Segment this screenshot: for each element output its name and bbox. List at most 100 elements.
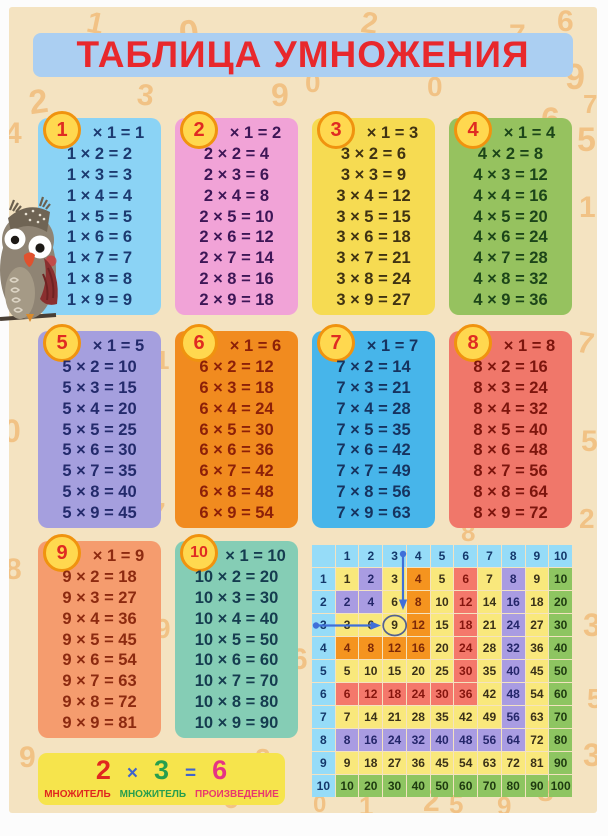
equation-line: 3 × 5 = 15 xyxy=(336,207,411,226)
equation-line: 6 × 5 = 30 xyxy=(199,420,274,439)
equation-line: 8 × 7 = 56 xyxy=(473,462,548,481)
grid-cell: 40 xyxy=(549,637,572,659)
times-table-card-1: 1 × 1 = 1 1 × 2 = 2 1 × 3 = 3 1 × 4 = 4 1 × 5… xyxy=(38,111,161,315)
equation-line: 3 × 4 = 12 xyxy=(336,186,411,205)
equation-line: × 1 = 10 xyxy=(225,547,286,565)
equation-line: 5 × 4 = 20 xyxy=(62,399,137,418)
grid-cell: 15 xyxy=(430,614,454,636)
grid-cell: 21 xyxy=(478,614,501,636)
grid-header-cell: 8 xyxy=(501,545,525,567)
grid-cell: 18 xyxy=(359,752,383,774)
grid-row-label: 2 xyxy=(312,591,335,613)
poster-title: ТАБЛИЦА УМНОЖЕНИЯ xyxy=(76,34,530,75)
equation-line: 7 × 5 = 35 xyxy=(336,420,411,439)
grid-cell: 5 xyxy=(430,568,454,590)
grid-header-cell: 10 xyxy=(549,545,572,567)
equation-lines: × 1 = 5 5 × 2 = 10 5 × 3 = 15 5 × 4 = 20 5 ×… xyxy=(38,336,161,524)
grid-cell: 20 xyxy=(549,591,572,613)
grid-cell: 42 xyxy=(454,706,478,728)
equation-line: 7 × 9 = 63 xyxy=(336,504,411,523)
grid-cell: 4 xyxy=(335,637,359,659)
equation-line: × 1 = 1 xyxy=(92,124,145,142)
grid-cell: 50 xyxy=(549,660,572,682)
legend-banner: 2 × 3 = 6 МНОЖИТЕЛЬ МНОЖИТЕЛЬ ПРОИЗВЕДЕН… xyxy=(38,753,285,805)
grid-corner-cell xyxy=(312,545,335,567)
grid-cell: 70 xyxy=(478,775,501,797)
equation-line: 5 × 2 = 10 xyxy=(62,357,137,376)
grid-header-cell: 9 xyxy=(525,545,549,567)
equation-line: 10 × 6 = 60 xyxy=(194,651,279,670)
owl-body xyxy=(0,196,58,322)
pythagoras-table-wrap: 1 2 3 4 5 6 7 8 9 10 1 1 2 3 4 5 6 7 8 9 10 2 2 4 6 8 10 12 14 16 18 20… xyxy=(312,545,572,797)
grid-cell: 1 xyxy=(335,568,359,590)
grid-header-cell: 4 xyxy=(406,545,430,567)
grid-cell: 6 xyxy=(359,614,383,636)
grid-cell: 72 xyxy=(501,752,525,774)
card-number-badge: 5 xyxy=(43,324,81,362)
grid-cell: 70 xyxy=(549,706,572,728)
background-digit: 9 xyxy=(271,77,289,113)
equation-line: 10 × 4 = 40 xyxy=(194,609,279,628)
grid-cell: 63 xyxy=(525,706,549,728)
grid-row-label: 7 xyxy=(312,706,335,728)
grid-row-label: 4 xyxy=(312,637,335,659)
grid-cell: 28 xyxy=(406,706,430,728)
grid-cell: 27 xyxy=(525,614,549,636)
grid-cell: 14 xyxy=(478,591,501,613)
equation-line: 5 × 3 = 15 xyxy=(62,378,137,397)
grid-cell: 25 xyxy=(430,660,454,682)
equation-line: 10 × 5 = 50 xyxy=(194,630,279,649)
grid-cell: 30 xyxy=(454,660,478,682)
legend-labels: МНОЖИТЕЛЬ МНОЖИТЕЛЬ ПРОИЗВЕДЕНИЕ xyxy=(38,789,285,801)
equation-line: 5 × 6 = 30 xyxy=(62,441,137,460)
grid-cell: 80 xyxy=(501,775,525,797)
equation-line: 5 × 8 = 40 xyxy=(62,483,137,502)
grid-row-label: 9 xyxy=(312,752,335,774)
card-number-badge: 6 xyxy=(180,324,218,362)
equation-line: 4 × 6 = 24 xyxy=(473,228,548,247)
background-digit: 3 xyxy=(583,607,597,643)
grid-cell: 90 xyxy=(549,752,572,774)
equation-line: 8 × 6 = 48 xyxy=(473,441,548,460)
grid-cell: 24 xyxy=(406,683,430,705)
label-product: ПРОИЗВЕДЕНИЕ xyxy=(195,789,279,800)
grid-cell: 28 xyxy=(478,637,501,659)
equation-line: 9 × 7 = 63 xyxy=(62,672,137,691)
grid-cell: 30 xyxy=(383,775,406,797)
background-digit: 7 xyxy=(574,325,597,362)
background-digit: 0 xyxy=(427,71,443,102)
legend-factor2: 3 xyxy=(153,755,170,785)
grid-cell: 54 xyxy=(525,683,549,705)
equation-line: 6 × 6 = 36 xyxy=(199,441,274,460)
equation-line: × 1 = 7 xyxy=(366,337,419,355)
grid-cell: 32 xyxy=(501,637,525,659)
equation-line: 6 × 4 = 24 xyxy=(199,399,274,418)
grid-cell: 10 xyxy=(359,660,383,682)
grid-cell: 16 xyxy=(501,591,525,613)
grid-cell: 54 xyxy=(454,752,478,774)
equation-line: × 1 = 3 xyxy=(366,124,419,142)
grid-cell: 35 xyxy=(430,706,454,728)
equation-line: 10 × 3 = 30 xyxy=(194,588,279,607)
equation-line: 2 × 3 = 6 xyxy=(203,165,270,184)
equation-line: 4 × 5 = 20 xyxy=(473,207,548,226)
grid-cell: 3 xyxy=(335,614,359,636)
equation-line: 2 × 6 = 12 xyxy=(199,228,274,247)
grid-cell: 36 xyxy=(454,683,478,705)
grid-cell: 8 xyxy=(501,568,525,590)
background-digit: 5 xyxy=(577,121,596,159)
background-digit: 3 xyxy=(583,737,597,773)
grid-cell: 24 xyxy=(383,729,406,751)
equation-line: 2 × 8 = 16 xyxy=(199,270,274,289)
equation-line: 7 × 7 = 49 xyxy=(336,462,411,481)
equation-line: 5 × 7 = 35 xyxy=(62,462,137,481)
equation-line: 3 × 2 = 6 xyxy=(340,144,407,163)
equation-line: × 1 = 8 xyxy=(503,337,556,355)
background-digit: 1 xyxy=(579,191,596,224)
equation-line: 2 × 4 = 8 xyxy=(203,186,270,205)
equation-line: 9 × 6 = 54 xyxy=(62,651,137,670)
grid-cell: 50 xyxy=(430,775,454,797)
background-digit: 0 xyxy=(313,791,327,814)
grid-cell: 63 xyxy=(478,752,501,774)
grid-cell: 2 xyxy=(359,568,383,590)
